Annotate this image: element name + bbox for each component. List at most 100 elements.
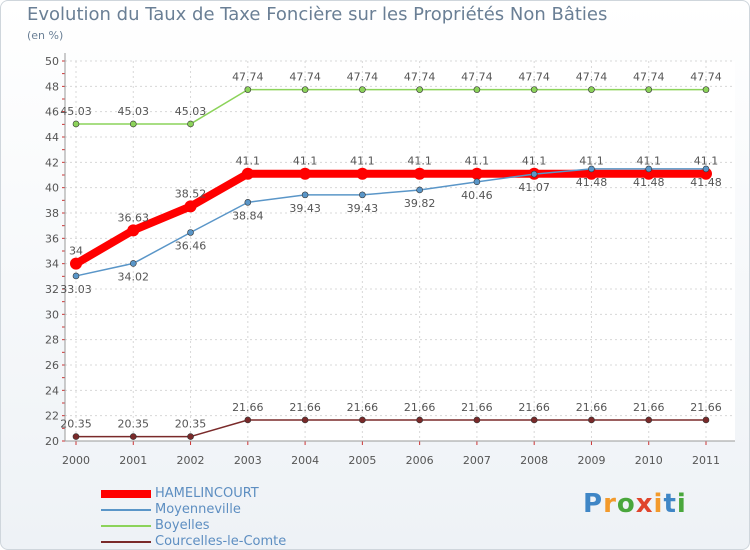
- chart-title: Evolution du Taux de Taxe Foncière sur l…: [27, 4, 608, 25]
- data-point-courcelles-le-comte: [588, 416, 595, 424]
- legend-swatch-moyenneville: [101, 509, 151, 511]
- y-tick-label: 32: [45, 283, 59, 296]
- x-tick-label: 2011: [692, 454, 720, 467]
- y-tick-label: 24: [45, 384, 59, 397]
- data-label-moyenneville: 39.43: [289, 202, 321, 215]
- data-label-hamelincourt: 41.1: [522, 155, 547, 168]
- data-point-moyenneville: [301, 191, 309, 199]
- x-tick-label: 2005: [348, 454, 376, 467]
- series-line-boyelles: [75, 88, 707, 125]
- data-point-courcelles-le-comte: [530, 416, 538, 424]
- y-tick-label: 48: [45, 80, 59, 93]
- data-point-courcelles-le-comte: [416, 416, 423, 424]
- logo-letter: x: [635, 489, 654, 519]
- legend-item-hamelincourt: HAMELINCOURT: [101, 486, 361, 502]
- data-label-courcelles-le-comte: 21.66: [347, 401, 379, 414]
- data-point-hamelincourt: [585, 167, 598, 180]
- x-tick-label: 2004: [291, 454, 319, 467]
- data-point-moyenneville: [702, 165, 710, 173]
- legend-swatch-courcelles: [101, 541, 151, 543]
- logo-letter: t: [663, 489, 677, 519]
- data-label-boyelles: 45.03: [118, 105, 150, 118]
- data-point-boyelles: [187, 120, 194, 128]
- data-point-hamelincourt: [184, 200, 197, 213]
- data-point-boyelles: [702, 86, 710, 93]
- y-tick-label: 40: [45, 182, 59, 195]
- data-label-hamelincourt: 34: [69, 245, 83, 258]
- data-label-boyelles: 45.03: [60, 105, 92, 118]
- data-point-moyenneville: [588, 165, 595, 173]
- data-point-boyelles: [72, 120, 80, 128]
- y-tick-label: 26: [45, 359, 59, 372]
- series-line-courcelles-le-comte: [75, 419, 707, 438]
- logo-letter: o: [616, 489, 636, 519]
- data-label-boyelles: 47.74: [576, 71, 608, 84]
- data-label-moyenneville: 38.84: [232, 209, 264, 222]
- x-tick-label: 2009: [577, 454, 605, 467]
- data-label-moyenneville: 41.48: [690, 176, 722, 189]
- data-label-courcelles-le-comte: 20.35: [60, 418, 92, 431]
- x-tick-label: 2010: [635, 454, 663, 467]
- data-label-moyenneville: 41.48: [576, 176, 608, 189]
- data-label-moyenneville: 41.48: [633, 176, 665, 189]
- data-point-boyelles: [301, 86, 309, 93]
- data-label-moyenneville: 39.43: [347, 202, 379, 215]
- data-point-hamelincourt: [700, 167, 712, 180]
- data-point-boyelles: [244, 86, 252, 93]
- legend-item-moyenneville: Moyenneville: [101, 502, 361, 518]
- data-point-moyenneville: [129, 260, 137, 267]
- data-point-hamelincourt: [70, 257, 82, 270]
- data-point-courcelles-le-comte: [301, 416, 309, 424]
- data-point-moyenneville: [473, 178, 481, 186]
- data-label-hamelincourt: 41.1: [579, 155, 604, 168]
- series-line-hamelincourt: [72, 169, 710, 268]
- data-label-hamelincourt: 41.1: [236, 155, 261, 168]
- data-point-courcelles-le-comte: [129, 433, 137, 440]
- y-tick-label: 36: [45, 232, 59, 245]
- data-point-boyelles: [645, 86, 653, 93]
- data-label-boyelles: 47.74: [690, 71, 722, 84]
- y-tick-label: 38: [45, 207, 59, 220]
- data-point-hamelincourt: [413, 167, 426, 180]
- data-label-courcelles-le-comte: 21.66: [576, 401, 608, 414]
- data-label-boyelles: 47.74: [404, 71, 436, 84]
- data-label-courcelles-le-comte: 21.66: [404, 401, 436, 414]
- data-label-hamelincourt: 41.1: [350, 155, 375, 168]
- data-point-moyenneville: [645, 165, 653, 173]
- y-tick-label: 42: [45, 156, 59, 169]
- data-label-moyenneville: 40.46: [461, 189, 493, 202]
- data-point-hamelincourt: [127, 224, 140, 237]
- legend-label: Courcelles-le-Comte: [155, 534, 287, 549]
- data-point-hamelincourt: [241, 167, 254, 180]
- legend-label: Boyelles: [155, 518, 210, 533]
- data-point-courcelles-le-comte: [244, 416, 252, 424]
- x-tick-label: 2002: [177, 454, 205, 467]
- data-label-boyelles: 47.74: [232, 71, 264, 84]
- series-line-moyenneville: [75, 168, 707, 277]
- data-point-courcelles-le-comte: [473, 416, 481, 424]
- data-label-courcelles-le-comte: 21.66: [690, 401, 722, 414]
- y-tick-label: 46: [45, 106, 59, 119]
- data-point-courcelles-le-comte: [645, 416, 653, 424]
- legend-swatch-hamelincourt: [101, 490, 151, 498]
- x-tick-label: 2006: [406, 454, 434, 467]
- data-label-hamelincourt: 41.1: [293, 155, 318, 168]
- data-point-moyenneville: [416, 186, 423, 194]
- logo-letter: r: [603, 489, 617, 519]
- data-label-moyenneville: 41.07: [518, 181, 550, 194]
- data-label-hamelincourt: 41.1: [407, 155, 432, 168]
- data-point-courcelles-le-comte: [702, 416, 710, 424]
- logo-letter: i: [676, 489, 687, 519]
- legend-item-boyelles: Boyelles: [101, 518, 361, 534]
- x-tick-label: 2001: [119, 454, 147, 467]
- data-label-boyelles: 45.03: [175, 105, 207, 118]
- y-tick-label: 50: [45, 55, 59, 68]
- legend: HAMELINCOURT Moyenneville Boyelles Courc…: [101, 486, 361, 549]
- legend-item-courcelles: Courcelles-le-Comte: [101, 534, 361, 549]
- y-tick-label: 20: [45, 435, 59, 448]
- x-tick-label: 2008: [520, 454, 548, 467]
- data-label-hamelincourt: 38.52: [175, 187, 207, 200]
- logo-letter: i: [653, 489, 664, 519]
